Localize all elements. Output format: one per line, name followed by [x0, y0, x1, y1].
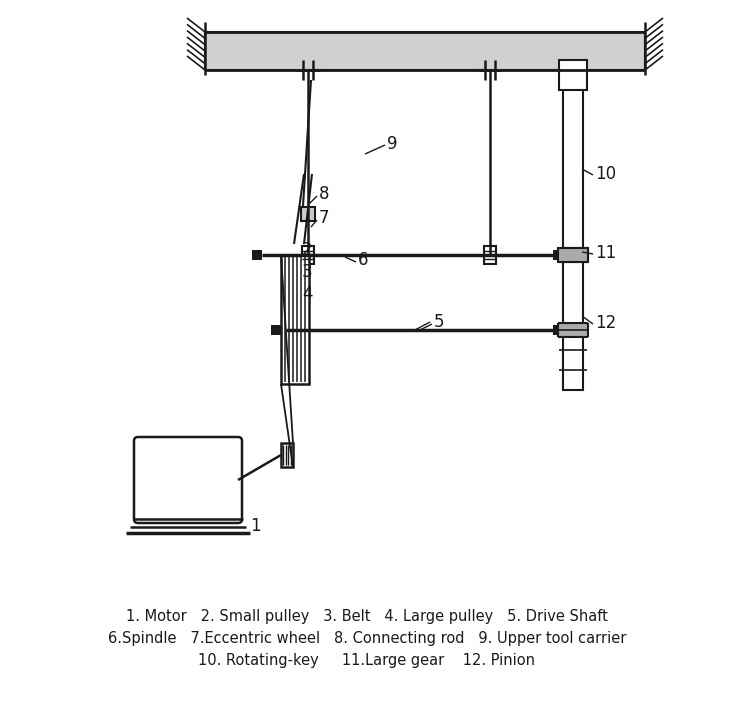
Bar — [553, 325, 563, 335]
Bar — [205, 32, 645, 70]
Text: 8: 8 — [319, 185, 330, 203]
Bar — [271, 325, 281, 335]
Text: 2: 2 — [302, 241, 313, 259]
Bar — [558, 248, 588, 262]
Bar — [559, 60, 587, 90]
Text: 11: 11 — [595, 244, 617, 262]
Text: 6: 6 — [358, 251, 368, 269]
Text: 1. Motor   2. Small pulley   3. Belt   4. Large pulley   5. Drive Shaft: 1. Motor 2. Small pulley 3. Belt 4. Larg… — [126, 608, 608, 623]
Bar — [302, 246, 314, 264]
FancyBboxPatch shape — [134, 437, 242, 523]
Bar — [558, 248, 588, 262]
Text: 10. Rotating-key     11.Large gear    12. Pinion: 10. Rotating-key 11.Large gear 12. Pinio… — [198, 652, 536, 668]
Text: 3: 3 — [302, 263, 313, 281]
Text: 9: 9 — [387, 135, 398, 153]
Text: 4: 4 — [302, 285, 313, 303]
Text: 1: 1 — [250, 517, 261, 535]
Text: 7: 7 — [319, 209, 330, 227]
Text: 10: 10 — [595, 165, 616, 183]
Bar — [553, 250, 563, 260]
Bar — [558, 323, 588, 337]
Bar — [252, 250, 262, 260]
Text: 12: 12 — [595, 314, 617, 332]
Bar — [281, 443, 293, 467]
Text: 5: 5 — [434, 313, 445, 331]
Text: 6.Spindle   7.Eccentric wheel   8. Connecting rod   9. Upper tool carrier: 6.Spindle 7.Eccentric wheel 8. Connectin… — [108, 631, 626, 646]
Bar — [563, 70, 583, 390]
Bar — [484, 246, 496, 264]
Bar — [276, 325, 286, 335]
Bar — [301, 207, 315, 221]
Bar — [281, 255, 309, 384]
